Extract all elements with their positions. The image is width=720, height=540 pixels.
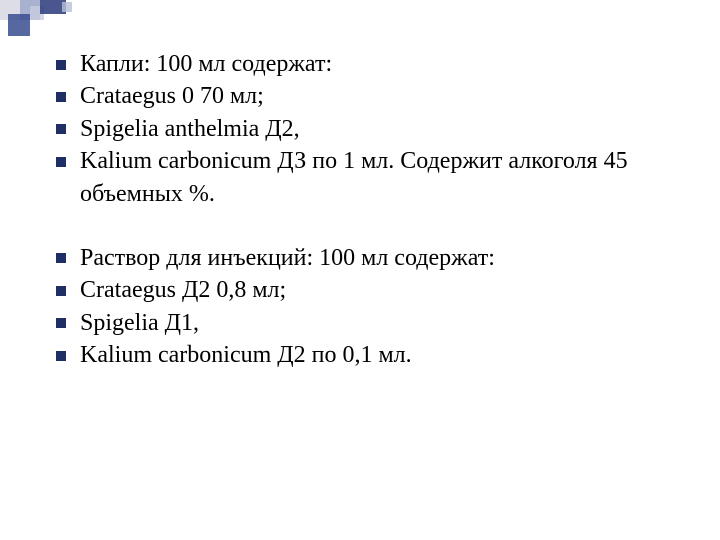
decor-square	[8, 14, 30, 36]
list-item-text: Капли: 100 мл содержат:	[80, 51, 332, 77]
list-item: Раствор для инъекций: 100 мл содержат:	[48, 242, 680, 274]
list-item-text: Crataegus Д2 0,8 мл;	[80, 277, 286, 303]
list-item-text: Spigelia anthelmia Д2,	[80, 116, 300, 142]
list-item: Капли: 100 мл содержат:	[48, 48, 680, 80]
list-item: Crataegus 0 70 мл;	[48, 80, 680, 112]
bullet-list-2: Раствор для инъекций: 100 мл содержат: C…	[48, 242, 680, 372]
list-item: Spigelia Д1,	[48, 307, 680, 339]
list-item-text: Spigelia Д1,	[80, 310, 199, 336]
list-item-text: Раствор для инъекций: 100 мл содержат:	[80, 245, 495, 271]
corner-decoration	[0, 0, 120, 40]
list-item: Crataegus Д2 0,8 мл;	[48, 274, 680, 306]
list-item-text: Crataegus 0 70 мл;	[80, 83, 264, 109]
list-item: Kalium carbonicum Д2 по 0,1 мл.	[48, 339, 680, 371]
list-item: Kalium carbonicum ДЗ по 1 мл. Содержит а…	[48, 145, 680, 210]
list-gap	[48, 210, 680, 242]
list-item-text: Kalium carbonicum ДЗ по 1 мл. Содержит а…	[80, 148, 628, 206]
list-item-text: Kalium carbonicum Д2 по 0,1 мл.	[80, 342, 412, 368]
list-item: Spigelia anthelmia Д2,	[48, 113, 680, 145]
slide-content: Капли: 100 мл содержат: Crataegus 0 70 м…	[48, 48, 680, 372]
decor-square	[62, 2, 72, 12]
bullet-list-1: Капли: 100 мл содержат: Crataegus 0 70 м…	[48, 48, 680, 210]
